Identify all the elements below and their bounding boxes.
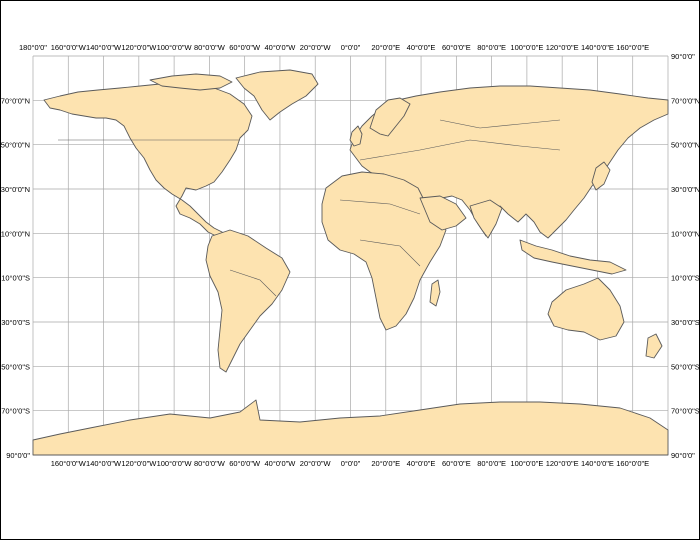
longitude-label-bottom: 160°0'0"W	[51, 459, 87, 468]
longitude-label-bottom: 80°0'0"E	[477, 459, 506, 468]
longitude-label-bottom: 140°0'0"W	[86, 459, 122, 468]
latitude-label-right: 30°0'0"S	[671, 318, 700, 327]
longitude-label-top: 180°0'0"	[19, 43, 47, 52]
longitude-label-top: 60°0'0"E	[442, 43, 471, 52]
longitude-label-bottom: 40°0'0"W	[265, 459, 297, 468]
longitude-label-top: 100°0'0"W	[157, 43, 193, 52]
longitude-label-top: 80°0'0"E	[477, 43, 506, 52]
greenland	[235, 69, 319, 121]
longitude-label-bottom: 120°0'0"E	[546, 459, 579, 468]
scandinavia	[369, 97, 411, 137]
latitude-label-right: 30°0'0"N	[671, 185, 700, 194]
latitude-label-right: 10°0'0"N	[671, 229, 700, 238]
south-america	[205, 229, 291, 373]
antarctica	[32, 399, 669, 456]
longitude-label-bottom: 60°0'0"W	[229, 459, 261, 468]
longitude-label-bottom: 160°0'0"E	[616, 459, 649, 468]
africa	[321, 171, 447, 331]
longitude-label-bottom: 0°0'0"	[341, 459, 361, 468]
latitude-label-left: 30°0'0"N	[1, 185, 30, 194]
longitude-label-top: 20°0'0"W	[300, 43, 332, 52]
madagascar	[429, 279, 441, 307]
arabia	[419, 195, 467, 231]
longitude-label-top: 60°0'0"W	[229, 43, 261, 52]
latitude-label-left: 90°0'0"	[6, 451, 30, 460]
latitude-label-left: 10°0'0"S	[1, 274, 30, 283]
longitude-label-top: 20°0'0"E	[371, 43, 400, 52]
longitude-label-top: 160°0'0"W	[51, 43, 87, 52]
longitude-label-top: 0°0'0"	[341, 43, 361, 52]
longitude-label-top: 120°0'0"E	[546, 43, 579, 52]
longitude-label-top: 140°0'0"W	[86, 43, 122, 52]
indonesia	[519, 239, 627, 275]
longitude-labels-bottom: 160°0'0"W 140°0'0"W 120°0'0"W 100°0'0"W 80°0…	[51, 459, 649, 468]
longitude-label-bottom: 120°0'0"W	[121, 459, 157, 468]
landmasses	[32, 69, 669, 456]
longitude-label-bottom: 80°0'0"W	[194, 459, 226, 468]
longitude-label-bottom: 100°0'0"E	[510, 459, 543, 468]
longitude-label-bottom: 40°0'0"E	[407, 459, 436, 468]
longitude-label-bottom: 140°0'0"E	[581, 459, 614, 468]
latitude-label-right: 70°0'0"S	[671, 407, 700, 416]
latitude-label-right: 50°0'0"S	[671, 362, 700, 371]
longitude-label-bottom: 60°0'0"E	[442, 459, 471, 468]
longitude-labels-top: 180°0'0" 160°0'0"W 140°0'0"W 120°0'0"W 100°0…	[19, 43, 649, 52]
british-isles	[349, 125, 363, 147]
latitude-label-right: 90°0'0"	[671, 451, 695, 460]
longitude-label-bottom: 20°0'0"E	[371, 459, 400, 468]
political-borders	[58, 119, 561, 297]
australia	[547, 277, 625, 341]
latitude-label-left: 70°0'0"S	[1, 407, 30, 416]
longitude-label-top: 80°0'0"W	[194, 43, 226, 52]
latitude-label-left: 10°0'0"N	[1, 229, 30, 238]
latitude-label-right: 10°0'0"S	[671, 274, 700, 283]
longitude-label-top: 40°0'0"E	[407, 43, 436, 52]
japan	[591, 161, 611, 191]
latitude-label-left: 50°0'0"N	[1, 141, 30, 150]
latitude-labels-left: 70°0'0"N 50°0'0"N 30°0'0"N 10°0'0"N 10°0'0"S…	[1, 96, 31, 460]
longitude-label-bottom: 100°0'0"W	[157, 459, 193, 468]
latitude-labels-right: 90°0'0" 70°0'0"N 50°0'0"N 30°0'0"N 10°0'0"N 1…	[671, 52, 700, 460]
longitude-label-top: 140°0'0"E	[581, 43, 614, 52]
latitude-label-right: 90°0'0"	[671, 52, 695, 61]
new-zealand	[645, 333, 663, 359]
latitude-label-right: 50°0'0"N	[671, 141, 700, 150]
india	[469, 199, 503, 239]
longitude-label-top: 40°0'0"W	[265, 43, 297, 52]
latitude-label-left: 30°0'0"S	[1, 318, 30, 327]
latitude-label-left: 50°0'0"S	[1, 362, 30, 371]
longitude-label-top: 160°0'0"E	[616, 43, 649, 52]
latitude-label-left: 70°0'0"N	[1, 96, 30, 105]
longitude-label-top: 100°0'0"E	[510, 43, 543, 52]
longitude-label-top: 120°0'0"W	[121, 43, 157, 52]
longitude-label-bottom: 20°0'0"W	[300, 459, 332, 468]
arctic-islands	[149, 73, 233, 91]
latitude-label-right: 70°0'0"N	[671, 96, 700, 105]
